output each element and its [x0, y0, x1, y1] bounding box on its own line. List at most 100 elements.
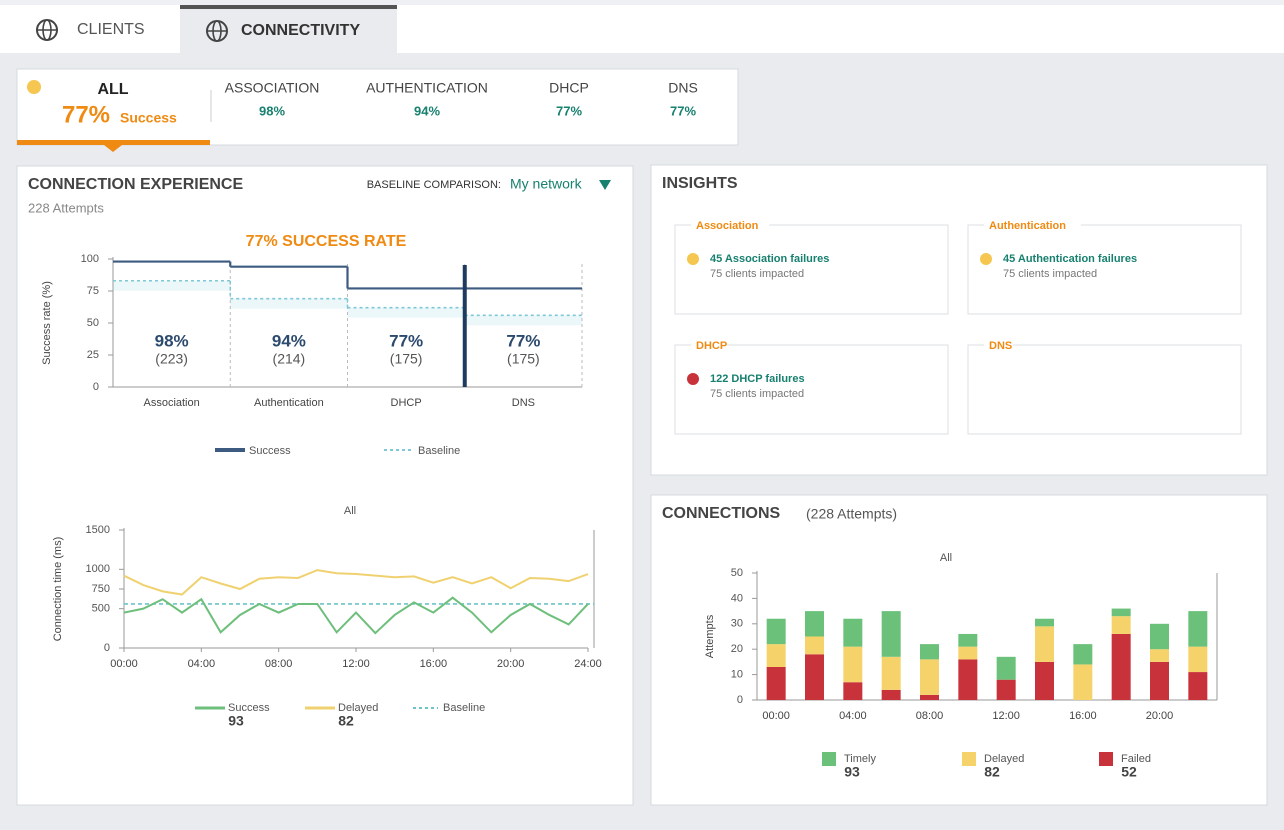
- legend-label: Baseline: [418, 445, 460, 457]
- impact: 75 clients impacted: [1003, 268, 1097, 280]
- legend-total: 93: [228, 713, 244, 729]
- stage[interactable]: AUTHENTICATION 94%: [366, 80, 488, 119]
- panel-title: CONNECTIONS: [662, 505, 781, 522]
- panel-title: CONNECTION EXPERIENCE: [28, 176, 243, 193]
- bar-segment: [958, 646, 978, 660]
- x-tick-label: 04:00: [839, 710, 867, 722]
- legend-label: Delayed: [984, 753, 1024, 765]
- x-tick-label: 00:00: [110, 658, 138, 670]
- baseline-shade: [113, 280, 231, 291]
- legend-label: Failed: [1121, 753, 1151, 765]
- y-tick-label: 30: [731, 618, 743, 630]
- stage-rate: 98%: [259, 103, 285, 118]
- x-tick-label: 08:00: [916, 710, 944, 722]
- summary-label: ALL: [97, 81, 128, 98]
- stage[interactable]: DHCP 77%: [549, 80, 589, 119]
- stage-name: DNS: [668, 80, 698, 96]
- stage-list: ASSOCIATION98%AUTHENTICATION94%DHCP77%DN…: [225, 80, 698, 119]
- stage-name: AUTHENTICATION: [366, 80, 488, 96]
- y-axis-label: Connection time (ms): [52, 537, 64, 642]
- x-tick-label: 20:00: [1146, 710, 1174, 722]
- tab-connectivity[interactable]: CONNECTIVITY: [180, 5, 397, 53]
- bar-segment: [1035, 661, 1054, 700]
- count-label: (223): [155, 351, 188, 367]
- legend-total: 52: [1121, 764, 1137, 780]
- card-title-bg: [691, 219, 770, 231]
- bar-segment: [920, 659, 939, 695]
- failures-link[interactable]: 122 DHCP failures: [710, 373, 805, 385]
- y-axis-label: Attempts: [704, 614, 716, 658]
- bar-segment: [766, 644, 786, 667]
- x-tick-label: 24:00: [574, 658, 602, 670]
- summary-all[interactable]: ALL 77% Success: [17, 80, 210, 152]
- baseline-label: BASELINE COMPARISON:: [367, 179, 501, 191]
- chart-title: All: [344, 505, 356, 517]
- stage-rate: 94%: [414, 103, 440, 118]
- baseline-shade: [230, 298, 348, 309]
- bar-segment: [1150, 661, 1169, 700]
- legend-label: Baseline: [443, 702, 485, 714]
- summary-rate: 77%: [62, 101, 110, 128]
- tab-bar-edge: [0, 0, 1284, 5]
- bar-segment: [1111, 616, 1131, 634]
- legend-swatch: [962, 752, 976, 766]
- baseline-value: My network: [510, 176, 583, 192]
- impact: 75 clients impacted: [710, 268, 804, 280]
- bar-segment: [1073, 664, 1093, 700]
- y-axis-label: Success rate (%): [41, 281, 53, 365]
- x-tick-label: Authentication: [254, 397, 324, 409]
- value-label: 94%: [272, 331, 306, 350]
- x-tick-label: DHCP: [391, 397, 422, 409]
- tab-clients[interactable]: CLIENTS: [36, 19, 145, 41]
- chart-title: 77% SUCCESS RATE: [246, 233, 407, 250]
- bar-segment: [1111, 608, 1131, 617]
- card-title-bg: [984, 339, 1013, 351]
- bar-segment: [766, 666, 786, 700]
- bar-segment: [881, 611, 901, 657]
- bar-segment: [920, 644, 939, 660]
- stage[interactable]: ASSOCIATION 98%: [225, 80, 320, 119]
- baseline-shade: [347, 307, 465, 318]
- bar-segment: [1188, 646, 1208, 673]
- baseline-dropdown[interactable]: My network: [510, 176, 611, 192]
- y-tick-label: 500: [92, 603, 110, 615]
- bar-segment: [843, 682, 863, 700]
- selected-underline: [17, 140, 210, 145]
- bar-segment: [843, 646, 863, 683]
- x-tick-label: Association: [143, 397, 199, 409]
- bar-segment: [843, 618, 863, 647]
- legend-total: 93: [844, 764, 860, 780]
- count-label: (175): [390, 351, 423, 367]
- y-tick-label: 20: [731, 643, 743, 655]
- insight-card: [967, 344, 1242, 435]
- y-tick-label: 0: [104, 642, 110, 654]
- bar-segment: [1150, 649, 1169, 662]
- chart-title: All: [940, 552, 952, 564]
- y-tick-label: 1500: [86, 524, 110, 536]
- legend-label: Delayed: [338, 702, 378, 714]
- stage-rate: 77%: [556, 103, 582, 118]
- failures-link[interactable]: 45 Authentication failures: [1003, 253, 1137, 265]
- stage-name: DHCP: [549, 80, 589, 96]
- stage[interactable]: DNS 77%: [668, 80, 698, 119]
- card-title-bg: [691, 339, 726, 351]
- bar-segment: [996, 679, 1016, 700]
- selected-pointer: [104, 145, 122, 152]
- bar-segment: [958, 633, 978, 647]
- stage-name: ASSOCIATION: [225, 80, 320, 96]
- status-dot: [980, 253, 992, 265]
- x-tick-label: 16:00: [1069, 710, 1097, 722]
- y-tick-label: 25: [87, 349, 99, 361]
- bar-segment: [1111, 633, 1131, 700]
- series-line: [123, 569, 589, 596]
- dropdown-arrow: [599, 180, 611, 190]
- impact: 75 clients impacted: [710, 388, 804, 400]
- y-tick-label: 50: [87, 317, 99, 329]
- stage-rate: 77%: [670, 103, 696, 118]
- failures-link[interactable]: 45 Association failures: [710, 253, 829, 265]
- bar-segment: [958, 659, 978, 700]
- panel-subtitle: (228 Attempts): [806, 506, 897, 522]
- card-title: Authentication: [989, 220, 1066, 232]
- bar-segment: [1035, 626, 1054, 662]
